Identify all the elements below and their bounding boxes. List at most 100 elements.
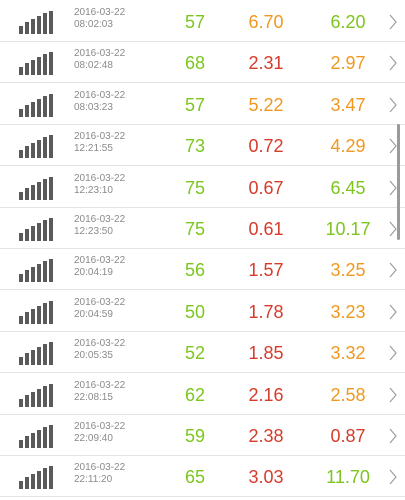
time-text: 22:09:40 bbox=[74, 433, 113, 444]
date-text: 2016-03-22 bbox=[74, 48, 126, 60]
chevron-right-icon bbox=[388, 345, 398, 361]
date-text: 2016-03-22 bbox=[74, 421, 126, 432]
value-3: 6.45 bbox=[330, 177, 366, 198]
signal-strength-icon bbox=[19, 218, 53, 241]
value-3: 4.29 bbox=[330, 136, 366, 157]
value-2: 3.03 bbox=[248, 467, 284, 488]
chevron-right-icon bbox=[388, 304, 398, 320]
value-1: 75 bbox=[184, 177, 206, 198]
time-text: 12:23:50 bbox=[74, 226, 113, 237]
list-item[interactable]: 2016-03-22 20:04:19 56 1.57 3.25 bbox=[0, 249, 405, 291]
chevron-right-icon bbox=[388, 262, 398, 278]
chevron-right-icon bbox=[388, 55, 398, 71]
value-2: 5.22 bbox=[248, 94, 284, 115]
signal-strength-icon bbox=[19, 11, 53, 34]
value-2: 6.70 bbox=[248, 12, 284, 32]
list-item[interactable]: 2016-03-22 20:05:35 52 1.85 3.32 bbox=[0, 332, 405, 374]
list-item[interactable]: 2016-03-22 20:04:59 50 1.78 3.23 bbox=[0, 291, 405, 332]
signal-strength-icon bbox=[19, 259, 53, 283]
timestamp: 2016-03-22 12:23:50 bbox=[74, 214, 164, 238]
time-text: 08:03:23 bbox=[74, 101, 113, 113]
timestamp: 2016-03-22 20:04:19 bbox=[74, 255, 164, 279]
signal-strength-icon bbox=[19, 176, 53, 200]
time-text: 22:11:20 bbox=[74, 474, 113, 486]
list-item[interactable]: 2016-03-22 22:11:20 65 3.03 11.70 bbox=[0, 456, 405, 498]
value-2: 1.78 bbox=[248, 301, 284, 322]
date-text: 2016-03-22 bbox=[74, 296, 126, 308]
chevron-right-icon bbox=[388, 138, 398, 154]
chevron-right-icon bbox=[388, 387, 398, 403]
value-1: 56 bbox=[184, 260, 206, 281]
time-text: 12:23:10 bbox=[74, 184, 113, 196]
signal-strength-icon bbox=[19, 135, 53, 159]
signal-strength-icon bbox=[19, 342, 53, 366]
time-text: 08:02:03 bbox=[74, 19, 113, 30]
chevron-right-icon bbox=[388, 469, 398, 485]
value-3: 3.25 bbox=[330, 260, 366, 281]
scrollbar[interactable] bbox=[397, 124, 400, 240]
value-3: 3.47 bbox=[330, 94, 366, 115]
signal-strength-icon bbox=[19, 93, 53, 117]
date-text: 2016-03-22 bbox=[74, 214, 126, 225]
value-2: 2.38 bbox=[248, 426, 284, 446]
value-3: 10.17 bbox=[325, 219, 371, 239]
value-1: 52 bbox=[184, 343, 206, 364]
timestamp: 2016-03-22 20:04:59 bbox=[74, 297, 164, 321]
value-1: 68 bbox=[184, 53, 206, 74]
list-item[interactable]: 2016-03-22 12:23:50 75 0.61 10.17 bbox=[0, 208, 405, 249]
value-1: 65 bbox=[184, 467, 206, 488]
timestamp: 2016-03-22 08:02:48 bbox=[74, 48, 164, 72]
list-item[interactable]: 2016-03-22 12:21:55 73 0.72 4.29 bbox=[0, 125, 405, 167]
value-3: 6.20 bbox=[330, 12, 366, 32]
timestamp: 2016-03-22 22:08:15 bbox=[74, 380, 164, 404]
chevron-right-icon bbox=[388, 97, 398, 113]
signal-strength-icon bbox=[19, 52, 53, 76]
chevron-right-icon bbox=[388, 428, 398, 444]
signal-strength-icon bbox=[19, 383, 53, 407]
value-2: 1.85 bbox=[248, 343, 284, 364]
list-item[interactable]: 2016-03-22 08:03:23 57 5.22 3.47 bbox=[0, 84, 405, 125]
date-text: 2016-03-22 bbox=[74, 255, 126, 267]
value-2: 0.67 bbox=[248, 177, 284, 198]
value-1: 50 bbox=[184, 301, 206, 322]
value-1: 62 bbox=[184, 384, 206, 405]
value-1: 59 bbox=[184, 426, 206, 446]
value-2: 2.16 bbox=[248, 384, 284, 405]
value-3: 2.97 bbox=[330, 53, 366, 74]
timestamp: 2016-03-22 12:21:55 bbox=[74, 131, 164, 155]
value-3: 3.23 bbox=[330, 301, 366, 322]
date-text: 2016-03-22 bbox=[74, 7, 126, 18]
timestamp: 2016-03-22 12:23:10 bbox=[74, 173, 164, 197]
value-3: 3.32 bbox=[330, 343, 366, 364]
time-text: 20:04:59 bbox=[74, 308, 113, 320]
chevron-right-icon bbox=[388, 180, 398, 196]
value-3: 0.87 bbox=[330, 426, 366, 446]
value-2: 1.57 bbox=[248, 260, 284, 281]
timestamp: 2016-03-22 20:05:35 bbox=[74, 338, 164, 362]
list-item[interactable]: 2016-03-22 08:02:03 57 6.70 6.20 bbox=[0, 1, 405, 42]
chevron-right-icon bbox=[388, 14, 398, 30]
time-text: 20:05:35 bbox=[74, 350, 113, 362]
list-item[interactable]: 2016-03-22 22:09:40 59 2.38 0.87 bbox=[0, 415, 405, 456]
list-item[interactable]: 2016-03-22 22:08:15 62 2.16 2.58 bbox=[0, 374, 405, 415]
value-1: 57 bbox=[184, 12, 206, 32]
list-item[interactable]: 2016-03-22 12:23:10 75 0.67 6.45 bbox=[0, 167, 405, 208]
date-text: 2016-03-22 bbox=[74, 89, 126, 101]
timestamp: 2016-03-22 08:03:23 bbox=[74, 90, 164, 114]
time-text: 08:02:48 bbox=[74, 60, 113, 72]
date-text: 2016-03-22 bbox=[74, 379, 126, 391]
list-item[interactable]: 2016-03-22 08:02:48 68 2.31 2.97 bbox=[0, 42, 405, 84]
date-text: 2016-03-22 bbox=[74, 338, 126, 350]
signal-strength-icon bbox=[19, 300, 53, 324]
timestamp: 2016-03-22 08:02:03 bbox=[74, 7, 164, 31]
value-1: 75 bbox=[184, 219, 206, 239]
value-2: 0.61 bbox=[248, 219, 284, 239]
chevron-right-icon bbox=[388, 221, 398, 237]
time-text: 22:08:15 bbox=[74, 391, 113, 403]
value-1: 57 bbox=[184, 94, 206, 115]
time-text: 20:04:19 bbox=[74, 267, 113, 279]
value-2: 2.31 bbox=[248, 53, 284, 74]
value-3: 11.70 bbox=[326, 467, 370, 488]
value-1: 73 bbox=[184, 136, 206, 157]
timestamp: 2016-03-22 22:09:40 bbox=[74, 421, 164, 445]
